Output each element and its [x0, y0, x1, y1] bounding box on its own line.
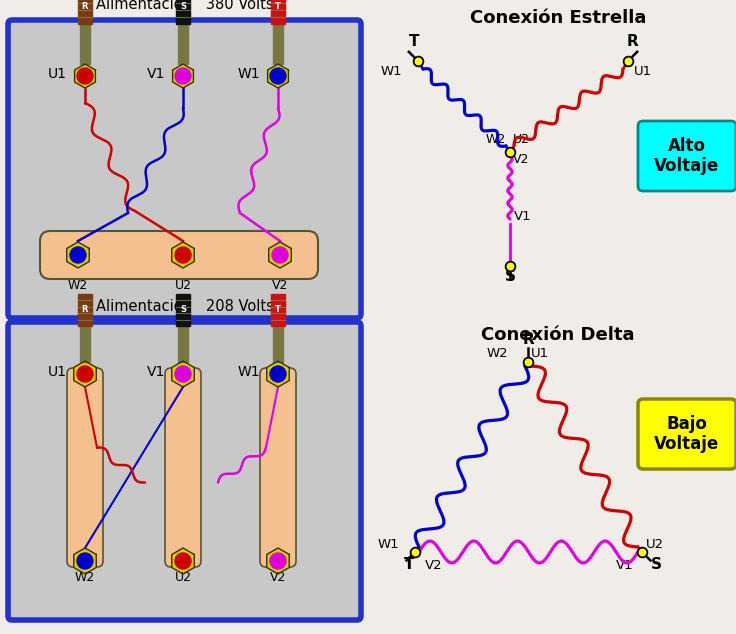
- Circle shape: [70, 247, 86, 263]
- Circle shape: [272, 247, 288, 263]
- Text: U2: U2: [513, 133, 530, 146]
- Text: R: R: [82, 306, 88, 314]
- Text: U2: U2: [174, 571, 191, 584]
- Circle shape: [77, 366, 93, 382]
- Text: R: R: [522, 332, 534, 347]
- Text: U1: U1: [48, 67, 67, 81]
- Polygon shape: [266, 548, 289, 574]
- Circle shape: [175, 553, 191, 569]
- Text: V1: V1: [616, 559, 634, 572]
- FancyBboxPatch shape: [165, 368, 201, 567]
- Text: U1: U1: [48, 365, 67, 379]
- Text: S: S: [180, 306, 186, 314]
- FancyBboxPatch shape: [8, 322, 361, 620]
- Text: T: T: [408, 34, 420, 49]
- Text: U2: U2: [646, 538, 664, 551]
- Circle shape: [175, 247, 191, 263]
- Circle shape: [270, 68, 286, 84]
- Text: Conexión Estrella: Conexión Estrella: [470, 9, 646, 27]
- Text: T: T: [275, 2, 281, 11]
- Text: V1: V1: [514, 210, 531, 223]
- Text: W1: W1: [238, 67, 260, 81]
- Text: V2: V2: [270, 571, 286, 584]
- FancyBboxPatch shape: [260, 368, 296, 567]
- Polygon shape: [74, 361, 96, 387]
- Text: V1: V1: [146, 67, 165, 81]
- Circle shape: [77, 68, 93, 84]
- Text: W2: W2: [68, 279, 88, 292]
- Polygon shape: [67, 242, 89, 268]
- Polygon shape: [171, 361, 194, 387]
- Text: U1: U1: [634, 65, 652, 78]
- Text: V2: V2: [425, 559, 442, 572]
- Polygon shape: [266, 361, 289, 387]
- Bar: [80, 326, 90, 362]
- Text: V1: V1: [146, 365, 165, 379]
- Text: S: S: [180, 2, 186, 11]
- Bar: [271, 0, 285, 24]
- Bar: [271, 294, 285, 326]
- Circle shape: [175, 68, 191, 84]
- Bar: [78, 0, 92, 24]
- Text: Bajo
Voltaje: Bajo Voltaje: [654, 415, 720, 453]
- Text: T: T: [404, 557, 414, 572]
- Text: W1: W1: [238, 365, 260, 379]
- Text: S: S: [504, 269, 515, 284]
- FancyBboxPatch shape: [638, 399, 736, 469]
- Polygon shape: [74, 548, 96, 574]
- Bar: [176, 0, 190, 24]
- Text: W2: W2: [75, 571, 95, 584]
- Bar: [273, 24, 283, 64]
- Polygon shape: [171, 548, 194, 574]
- Text: W2: W2: [486, 347, 508, 360]
- Text: V2: V2: [272, 279, 289, 292]
- Polygon shape: [268, 64, 289, 88]
- Bar: [78, 294, 92, 326]
- Text: Conexión Delta: Conexión Delta: [481, 326, 634, 344]
- FancyBboxPatch shape: [8, 20, 361, 318]
- Bar: [178, 24, 188, 64]
- Text: Alimentación   208 Volts: Alimentación 208 Volts: [96, 299, 274, 314]
- Polygon shape: [171, 242, 194, 268]
- Bar: [273, 326, 283, 362]
- Text: V2: V2: [513, 153, 529, 166]
- Circle shape: [175, 366, 191, 382]
- FancyBboxPatch shape: [67, 368, 103, 567]
- Text: R: R: [82, 2, 88, 11]
- Text: S: S: [651, 557, 662, 572]
- Polygon shape: [269, 242, 291, 268]
- Circle shape: [270, 553, 286, 569]
- Text: T: T: [275, 306, 281, 314]
- Text: W1: W1: [381, 65, 402, 78]
- FancyBboxPatch shape: [638, 121, 736, 191]
- Text: Alto
Voltaje: Alto Voltaje: [654, 136, 720, 176]
- Circle shape: [270, 366, 286, 382]
- Text: U2: U2: [174, 279, 191, 292]
- FancyBboxPatch shape: [40, 231, 318, 279]
- Text: W1: W1: [378, 538, 399, 551]
- Polygon shape: [173, 64, 194, 88]
- Text: U1: U1: [531, 347, 549, 360]
- Text: R: R: [626, 34, 638, 49]
- Polygon shape: [74, 64, 96, 88]
- Bar: [176, 294, 190, 326]
- Text: W2: W2: [486, 133, 506, 146]
- Text: Alimentación   380 Volts: Alimentación 380 Volts: [96, 0, 273, 12]
- Circle shape: [77, 553, 93, 569]
- Bar: [178, 326, 188, 362]
- Bar: [80, 24, 90, 64]
